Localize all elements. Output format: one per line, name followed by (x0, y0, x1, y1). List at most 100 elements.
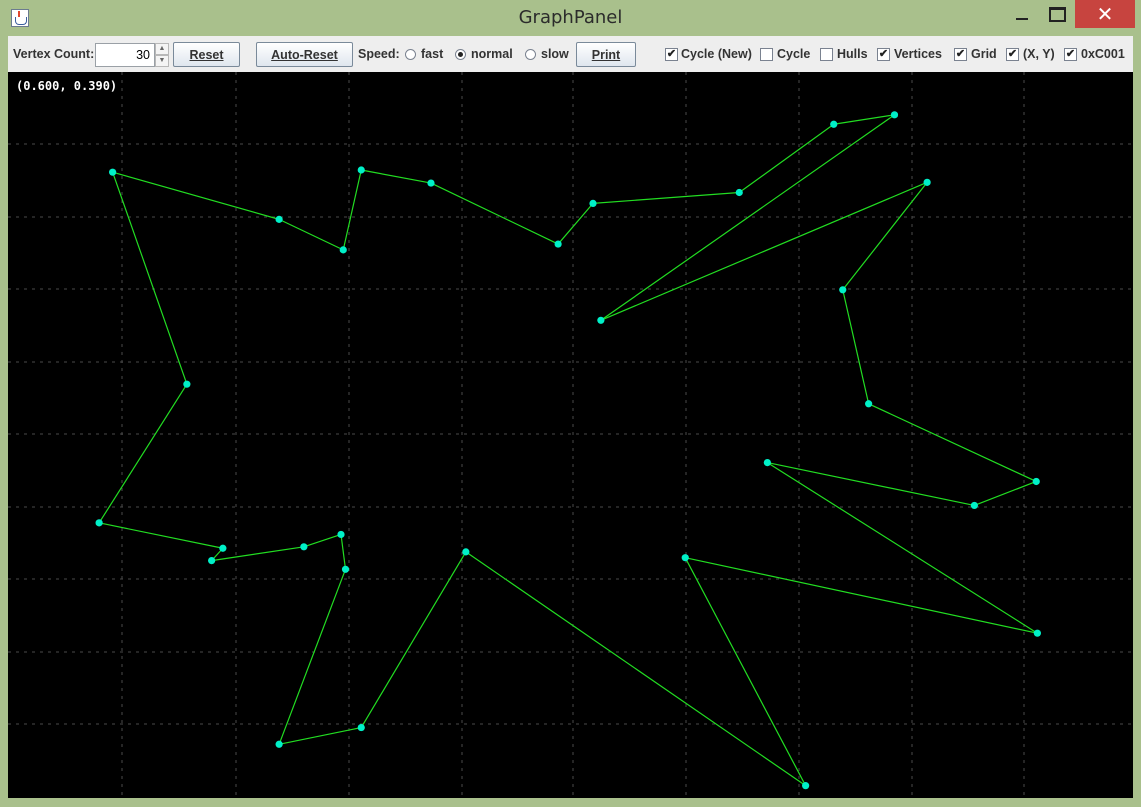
minimize-button[interactable] (1005, 0, 1039, 28)
cycle-edge (600, 114, 895, 321)
grid-label[interactable]: Grid (971, 47, 997, 61)
vertices-checkbox[interactable]: ✔ (877, 48, 890, 61)
cycle-edge (278, 569, 347, 745)
vertex-point[interactable] (339, 246, 347, 254)
vertex-point[interactable] (337, 530, 345, 539)
vertex-point[interactable] (357, 723, 365, 732)
cycle-edge (279, 726, 362, 745)
vertex-point[interactable] (865, 400, 873, 408)
speed-label: Speed: (358, 47, 400, 61)
maximize-button[interactable] (1040, 0, 1074, 28)
vertex-point[interactable] (735, 188, 743, 197)
xy-checkbox[interactable]: ✔ (1006, 48, 1019, 61)
speed-fast-label[interactable]: fast (421, 47, 444, 61)
vertex-point[interactable] (341, 565, 350, 573)
cycle-checkbox[interactable] (760, 48, 773, 61)
reset-button[interactable]: Reset (173, 42, 240, 67)
minimize-icon (1016, 18, 1028, 20)
cool-checkbox[interactable]: ✔ (1064, 48, 1077, 61)
toolbar: Vertex Count: ▲ ▼ Reset Auto-Reset Speed… (8, 36, 1133, 72)
cycle-edge (767, 462, 1038, 634)
speed-slow-radio[interactable] (525, 49, 536, 60)
vertices-label[interactable]: Vertices (894, 47, 942, 61)
hulls-checkbox[interactable] (820, 48, 833, 61)
vertex-point[interactable] (219, 544, 227, 552)
maximize-icon (1048, 6, 1066, 22)
vertex-point[interactable] (95, 519, 103, 527)
cycle-edge (112, 171, 280, 220)
vertex-point[interactable] (1033, 629, 1041, 637)
vertex-point[interactable] (830, 120, 838, 128)
speed-normal-radio[interactable] (455, 49, 466, 60)
cycle-edge (430, 182, 559, 245)
window-bottom-border (0, 798, 1141, 807)
vertex-count-spinner[interactable]: ▲ ▼ (95, 43, 169, 67)
speed-fast-radio[interactable] (405, 49, 416, 60)
hulls-label[interactable]: Hulls (837, 47, 868, 61)
vertex-point[interactable] (1032, 477, 1040, 486)
cycle-edge (685, 557, 1038, 634)
vertex-count-input[interactable] (95, 43, 155, 67)
grid-checkbox[interactable]: ✔ (954, 48, 967, 61)
cycle-edge (767, 462, 975, 507)
vertex-point[interactable] (923, 178, 931, 186)
vertex-point[interactable] (839, 286, 847, 294)
cycle-edge (600, 181, 928, 321)
cycle-edge (342, 169, 362, 251)
vertex-point[interactable] (554, 240, 562, 248)
vertex-point[interactable] (208, 556, 216, 565)
cycle-edge (98, 383, 188, 524)
cycle-edge (738, 123, 835, 194)
vertex-point[interactable] (802, 782, 810, 790)
vertex-point[interactable] (183, 380, 191, 388)
cycle-edge (112, 171, 188, 385)
spinner-up-arrow-icon[interactable]: ▲ (155, 43, 169, 55)
window-title: GraphPanel (518, 7, 623, 28)
vertex-point[interactable] (681, 554, 689, 562)
cycle-edge (340, 534, 347, 570)
vertex-point[interactable] (597, 316, 605, 324)
vertex-point[interactable] (357, 166, 365, 174)
cycle-edge (842, 181, 928, 291)
cycle-new-checkbox[interactable]: ✔ (665, 48, 678, 61)
cycle-edge (868, 403, 1037, 483)
vertex-point[interactable] (275, 740, 283, 748)
cycle-edge (303, 533, 342, 548)
cycle-edge (684, 557, 807, 786)
coordinate-readout: (0.600, 0.390) (16, 79, 118, 93)
vertex-point[interactable] (763, 458, 771, 467)
cycle-edge (842, 289, 870, 404)
cycle-edge (99, 522, 223, 549)
vertex-point[interactable] (109, 168, 117, 176)
vertex-point[interactable] (462, 548, 470, 556)
spinner-down-arrow-icon[interactable]: ▼ (155, 55, 169, 67)
vertex-point[interactable] (890, 111, 899, 119)
close-icon: ✕ (1096, 3, 1114, 26)
vertex-point[interactable] (275, 215, 283, 223)
cycle-edge (360, 551, 467, 728)
close-button[interactable]: ✕ (1075, 0, 1135, 28)
cool-label[interactable]: 0xC001 (1081, 47, 1125, 61)
cycle-edge (592, 191, 740, 205)
auto-reset-button[interactable]: Auto-Reset (256, 42, 353, 67)
vertex-count-label: Vertex Count: (13, 47, 95, 61)
vertex-point[interactable] (427, 179, 435, 187)
cycle-edge (974, 480, 1037, 506)
cycle-edge (361, 169, 432, 184)
graph-canvas[interactable]: (0.600, 0.390) (8, 72, 1133, 798)
title-bar[interactable]: GraphPanel ✕ (0, 0, 1141, 36)
java-app-icon (11, 9, 29, 27)
cycle-edge (465, 551, 806, 787)
cycle-new-label[interactable]: Cycle (New) (681, 47, 752, 61)
speed-slow-label[interactable]: slow (541, 47, 569, 61)
speed-normal-label[interactable]: normal (471, 47, 513, 61)
cycle-label[interactable]: Cycle (777, 47, 811, 61)
vertex-point[interactable] (970, 501, 978, 510)
xy-label[interactable]: (X, Y) (1023, 47, 1055, 61)
graph-svg (8, 72, 1133, 798)
vertex-point[interactable] (589, 199, 597, 208)
cycle-edge (278, 218, 344, 251)
vertex-point[interactable] (300, 543, 308, 551)
print-button[interactable]: Print (576, 42, 636, 67)
